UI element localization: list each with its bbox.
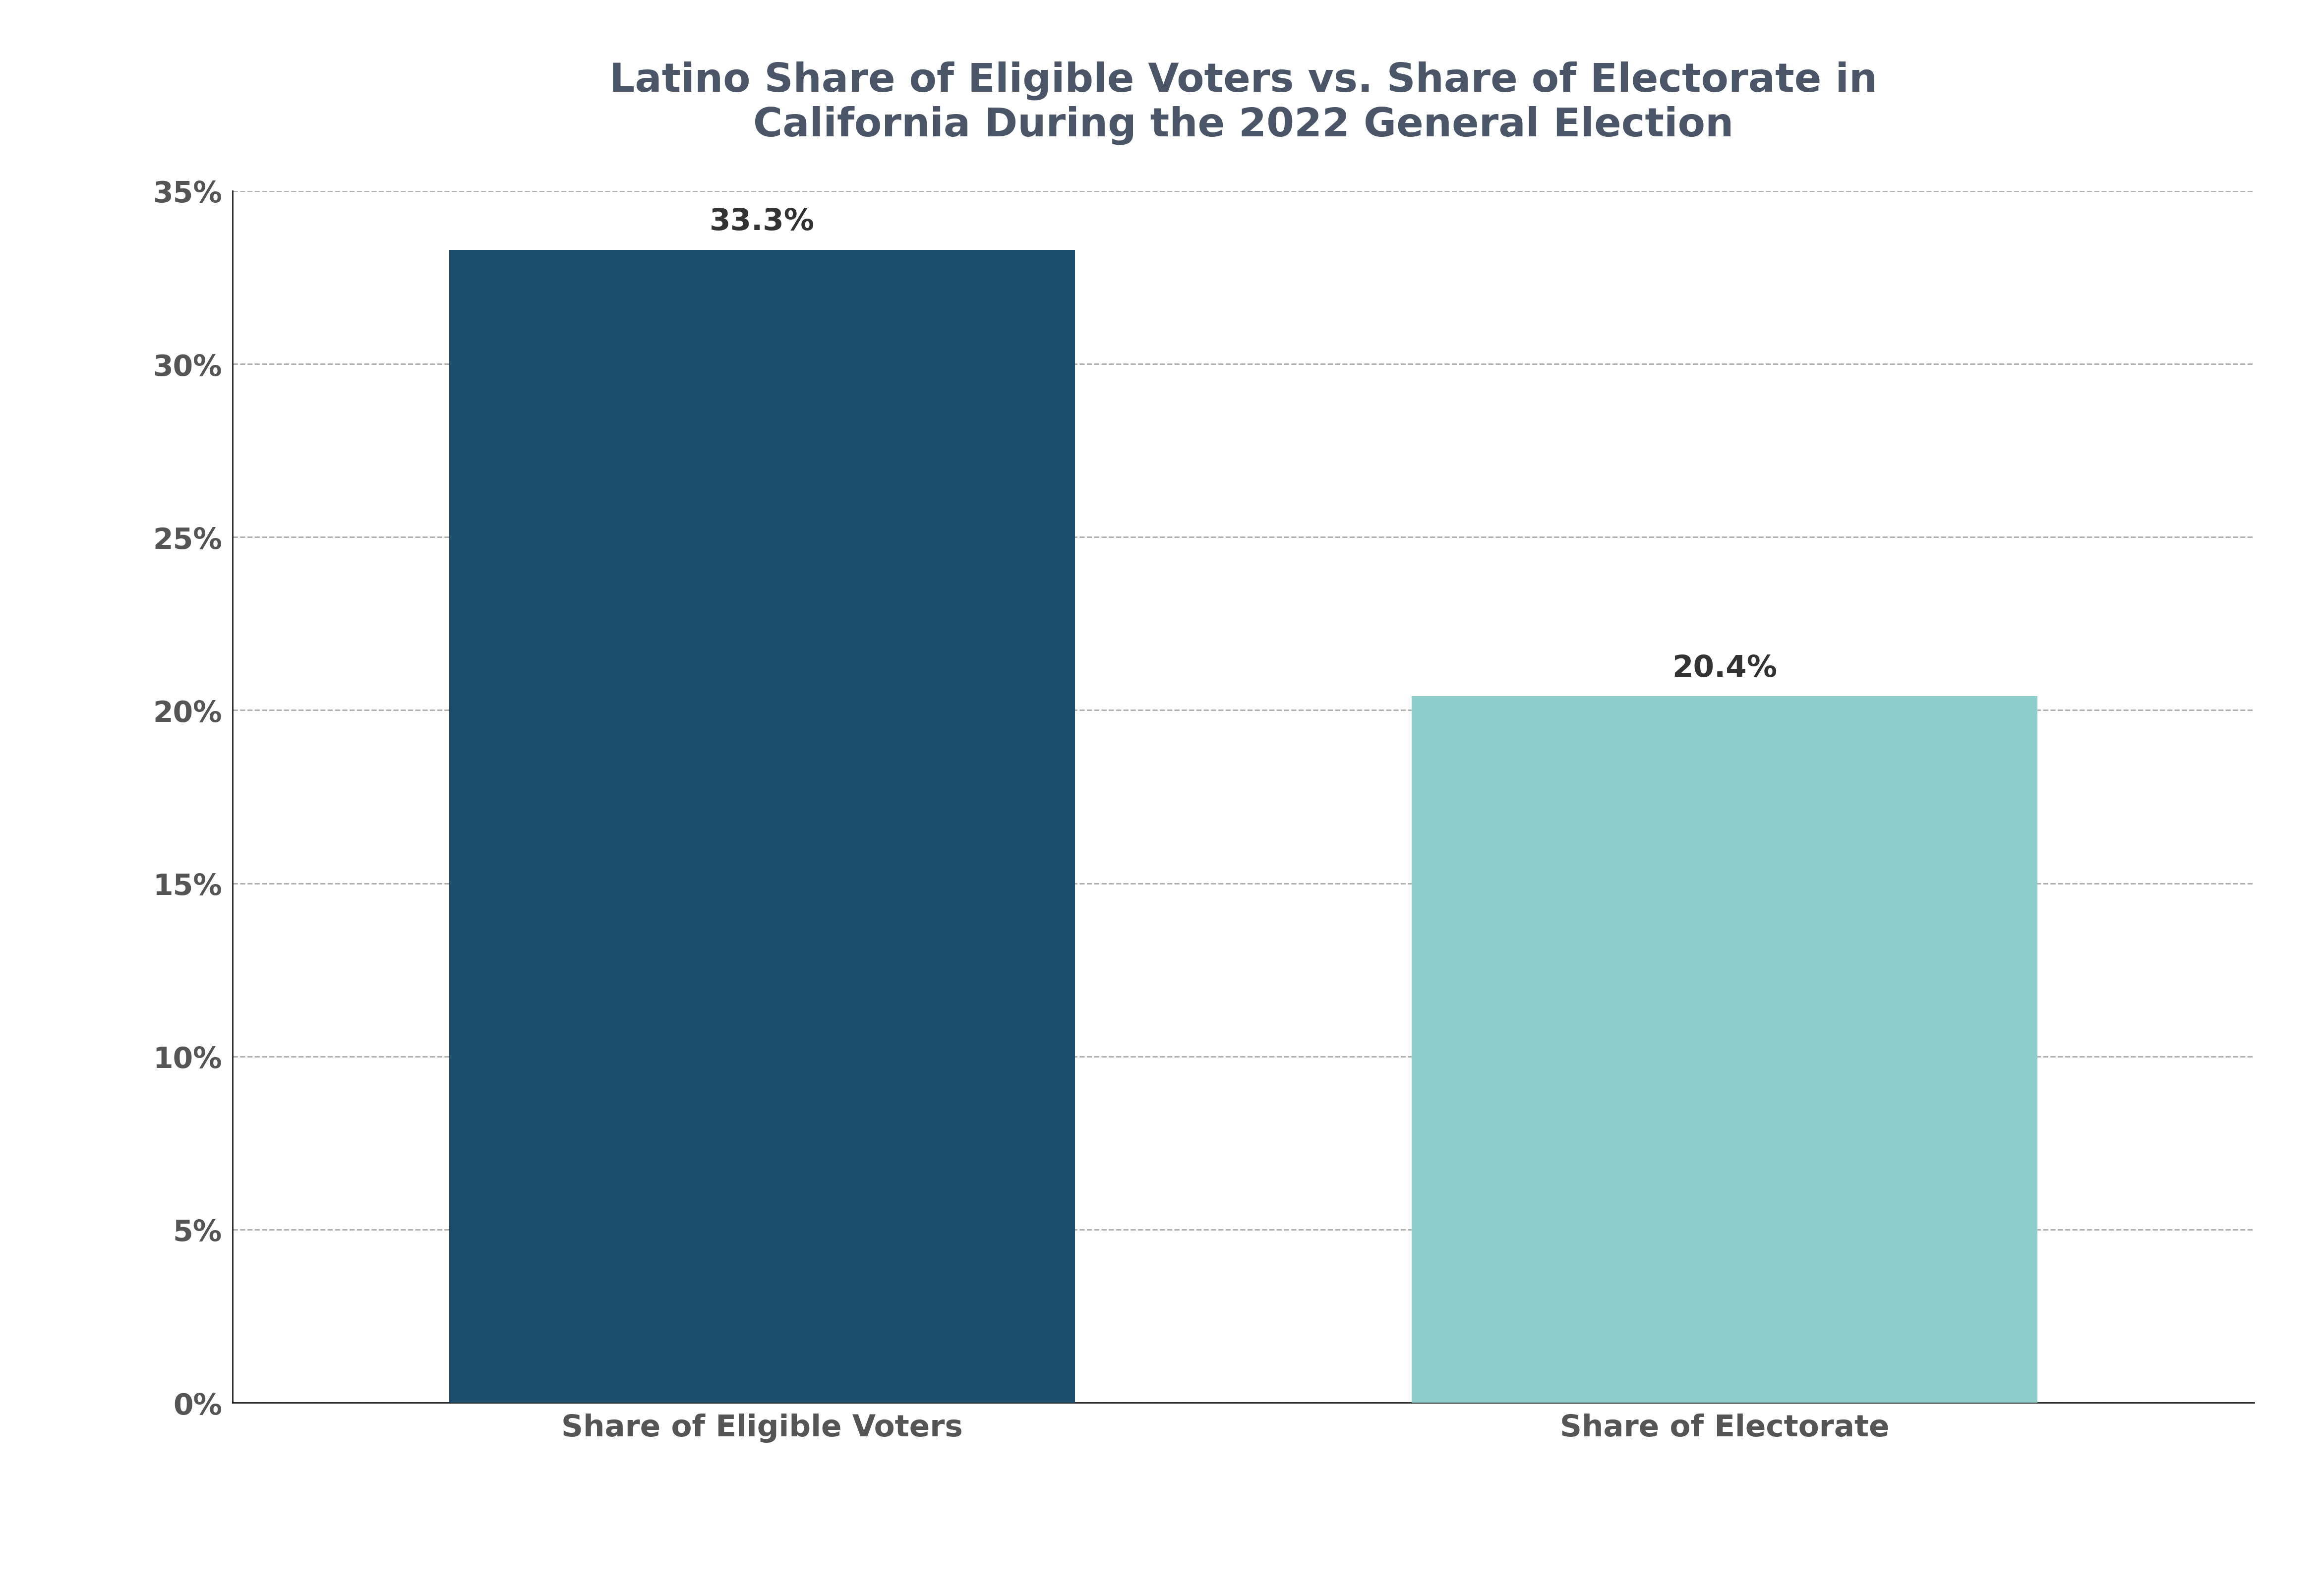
Text: 20.4%: 20.4%: [1673, 654, 1778, 682]
Bar: [1413, 697, 2038, 1403]
Title: Latino Share of Eligible Voters vs. Share of Electorate in
California During the: Latino Share of Eligible Voters vs. Shar…: [609, 61, 1878, 145]
Text: 33.3%: 33.3%: [709, 207, 813, 236]
Bar: [449, 250, 1076, 1403]
